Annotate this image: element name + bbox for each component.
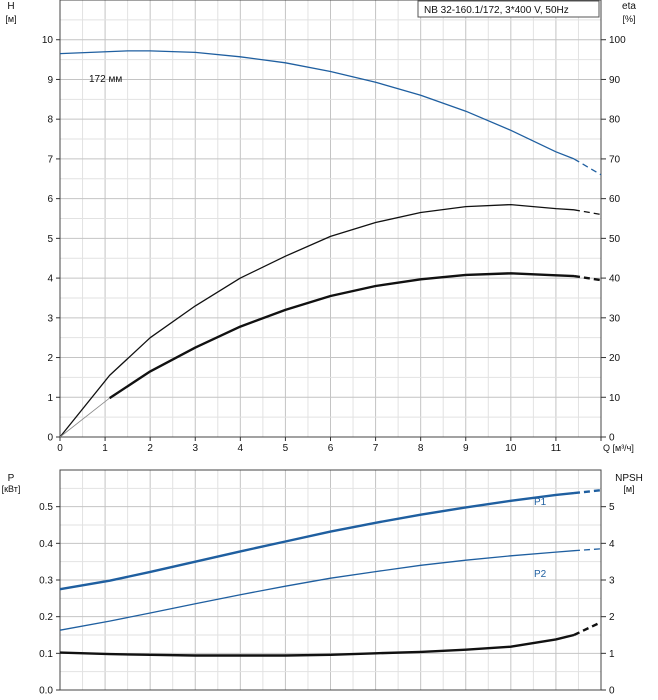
- left-tick-label: 0: [47, 433, 53, 444]
- curves: [59, 50, 602, 657]
- left-tick-label: 7: [47, 154, 53, 165]
- x-tick-label: 7: [373, 443, 379, 454]
- curve-0-2: [108, 272, 575, 400]
- x-tick-label: 0: [57, 443, 63, 454]
- left-tick-label: 0.0: [39, 686, 53, 697]
- right-tick-label: 30: [609, 313, 621, 324]
- curve-dashed-1-2: [573, 621, 602, 637]
- x-tick-label: 10: [505, 443, 517, 454]
- series-label-p1: P1: [534, 497, 547, 508]
- axes: [56, 0, 606, 691]
- left-tick-label: 9: [47, 75, 53, 86]
- left-tick-label: 0.5: [39, 502, 53, 513]
- curve-dashed-0-2: [573, 274, 602, 282]
- right-tick-label: 70: [609, 154, 621, 165]
- x-tick-label: 4: [238, 443, 244, 454]
- left-tick-label: 0.3: [39, 576, 53, 587]
- left-tick-label: 0.1: [39, 649, 53, 660]
- right-axis-unit: [%]: [622, 14, 635, 24]
- title-box: [417, 0, 600, 18]
- curve-dashed-0-1: [573, 209, 602, 216]
- x-tick-label: 8: [418, 443, 424, 454]
- x-tick-label: 9: [463, 443, 469, 454]
- right-tick-label: 10: [609, 393, 621, 404]
- left-tick-label: 3: [47, 313, 53, 324]
- right-axis-label: NPSH: [615, 473, 643, 484]
- curve-1-1: [59, 550, 575, 631]
- right-tick-label: 5: [609, 502, 615, 513]
- right-tick-label: 40: [609, 274, 621, 285]
- right-axis-label: eta: [622, 1, 636, 12]
- left-tick-label: 4: [47, 274, 53, 285]
- x-tick-label: 6: [328, 443, 334, 454]
- series-label-p2: P2: [534, 569, 547, 580]
- right-tick-label: 0: [609, 686, 615, 697]
- x-tick-label: 2: [147, 443, 153, 454]
- right-tick-label: 1: [609, 649, 615, 660]
- left-axis-unit: [кВт]: [2, 484, 21, 494]
- curve-0-0: [59, 50, 575, 160]
- x-axis-label: Q [м³/ч]: [603, 443, 634, 453]
- curve-1-0: [59, 491, 575, 591]
- curve-1-2: [59, 633, 575, 657]
- origin-line: [59, 397, 110, 438]
- right-tick-label: 3: [609, 576, 615, 587]
- right-tick-label: 80: [609, 115, 621, 126]
- series-label-172mm: 172 мм: [89, 74, 122, 85]
- curve-dashed-1-1: [573, 548, 602, 552]
- left-tick-label: 2: [47, 353, 53, 364]
- left-tick-label: 5: [47, 234, 53, 245]
- curve-dashed-1-0: [573, 489, 602, 495]
- curve-0-1: [59, 203, 575, 438]
- left-tick-label: 0.4: [39, 539, 53, 550]
- right-tick-label: 4: [609, 539, 615, 550]
- right-tick-label: 50: [609, 234, 621, 245]
- left-tick-label: 0.2: [39, 612, 53, 623]
- right-tick-label: 20: [609, 353, 621, 364]
- right-tick-label: 2: [609, 612, 615, 623]
- right-tick-label: 90: [609, 75, 621, 86]
- left-axis-label: H: [7, 1, 14, 12]
- x-tick-label: 1: [102, 443, 108, 454]
- right-tick-label: 0: [609, 433, 615, 444]
- left-tick-label: 1: [47, 393, 53, 404]
- left-tick-label: 6: [47, 194, 53, 205]
- left-tick-label: 8: [47, 115, 53, 126]
- labels: 0123456789100102030405060708090100H[м]et…: [2, 1, 643, 697]
- right-tick-label: 100: [609, 35, 626, 46]
- chart-title: NB 32-160.1/172, 3*400 V, 50Hz: [424, 5, 569, 16]
- x-tick-label: 5: [283, 443, 289, 454]
- x-tick-label: 11: [551, 443, 562, 454]
- left-axis-label: P: [8, 473, 15, 484]
- right-tick-label: 60: [609, 194, 621, 205]
- x-tick-label: 3: [192, 443, 198, 454]
- left-axis-unit: [м]: [5, 14, 16, 24]
- left-tick-label: 10: [42, 35, 54, 46]
- right-axis-unit: [м]: [623, 484, 634, 494]
- curve-dashed-0-0: [573, 158, 602, 176]
- grid-lines: [59, 0, 602, 691]
